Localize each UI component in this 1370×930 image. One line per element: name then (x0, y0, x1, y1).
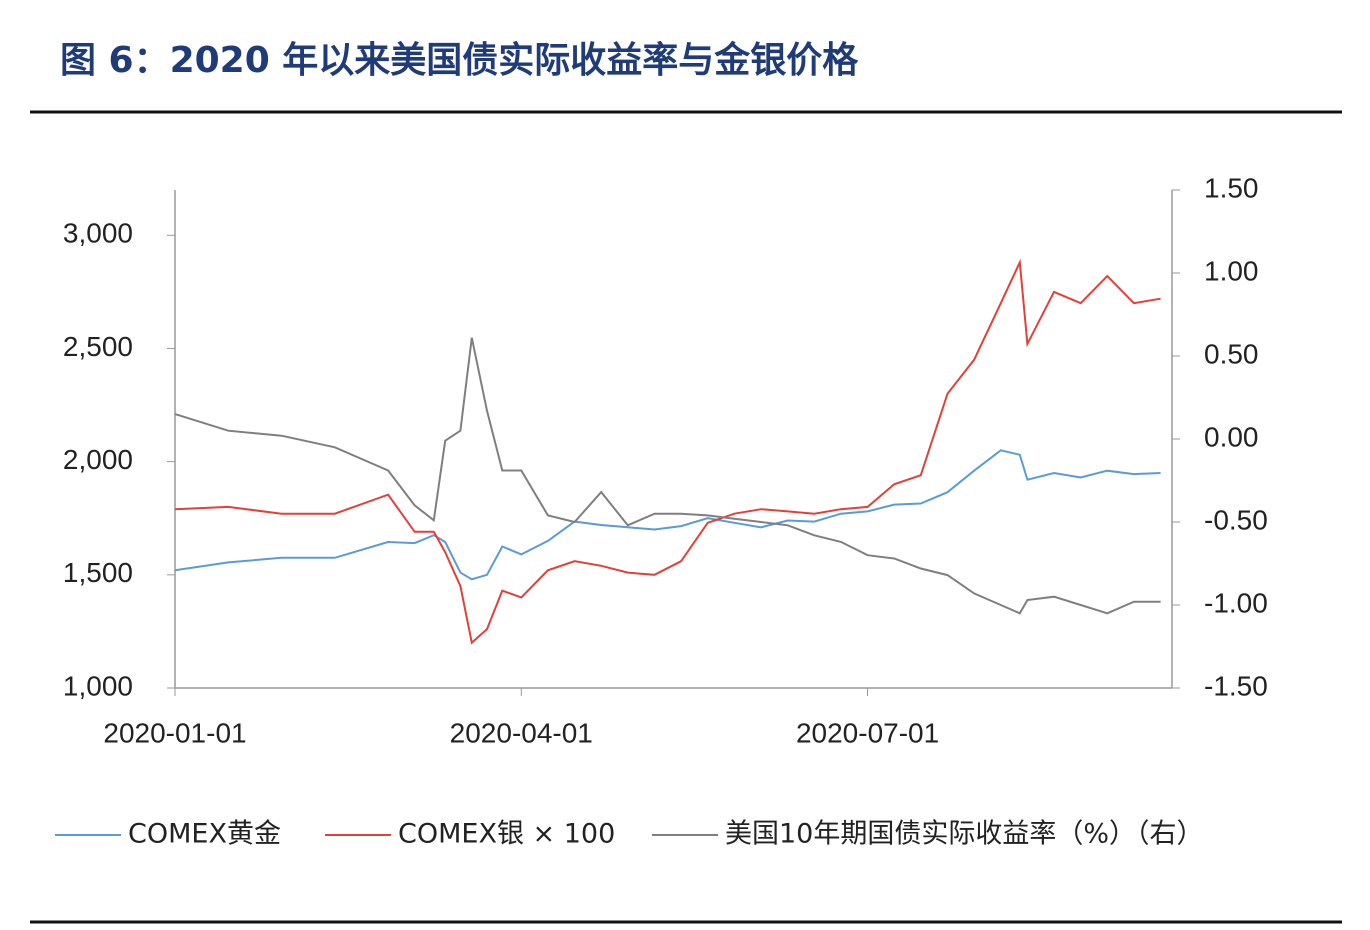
y2-tick-label: -1.50 (1204, 670, 1268, 701)
y2-tick-label: -1.00 (1204, 587, 1268, 618)
legend-label: 美国10年期国债实际收益率（%）（右） (725, 819, 1204, 850)
legend-label: COMEX黄金 (128, 819, 281, 850)
chart-title: 图 6：2020 年以来美国债实际收益率与金银价格 (60, 39, 859, 81)
x-tick-label: 2020-04-01 (450, 717, 593, 748)
y-tick-label: 3,000 (63, 218, 133, 249)
y-tick-label: 2,000 (63, 444, 133, 475)
y2-tick-label: -0.50 (1204, 504, 1268, 535)
y2-tick-label: 1.50 (1204, 172, 1259, 203)
y2-tick-label: 1.00 (1204, 255, 1259, 286)
series-line (174, 258, 1161, 645)
y-tick-label: 1,500 (63, 557, 133, 588)
y-tick-label: 2,500 (63, 331, 133, 362)
y2-tick-label: 0.50 (1204, 338, 1259, 369)
x-tick-label: 2020-07-01 (796, 717, 939, 748)
series-line (174, 337, 1161, 615)
y-tick-label: 1,000 (63, 670, 133, 701)
x-tick-label: 2020-01-01 (103, 717, 246, 748)
y2-tick-label: 0.00 (1204, 421, 1259, 452)
legend-label: COMEX银 × 100 (398, 819, 615, 850)
series-line (174, 449, 1161, 581)
